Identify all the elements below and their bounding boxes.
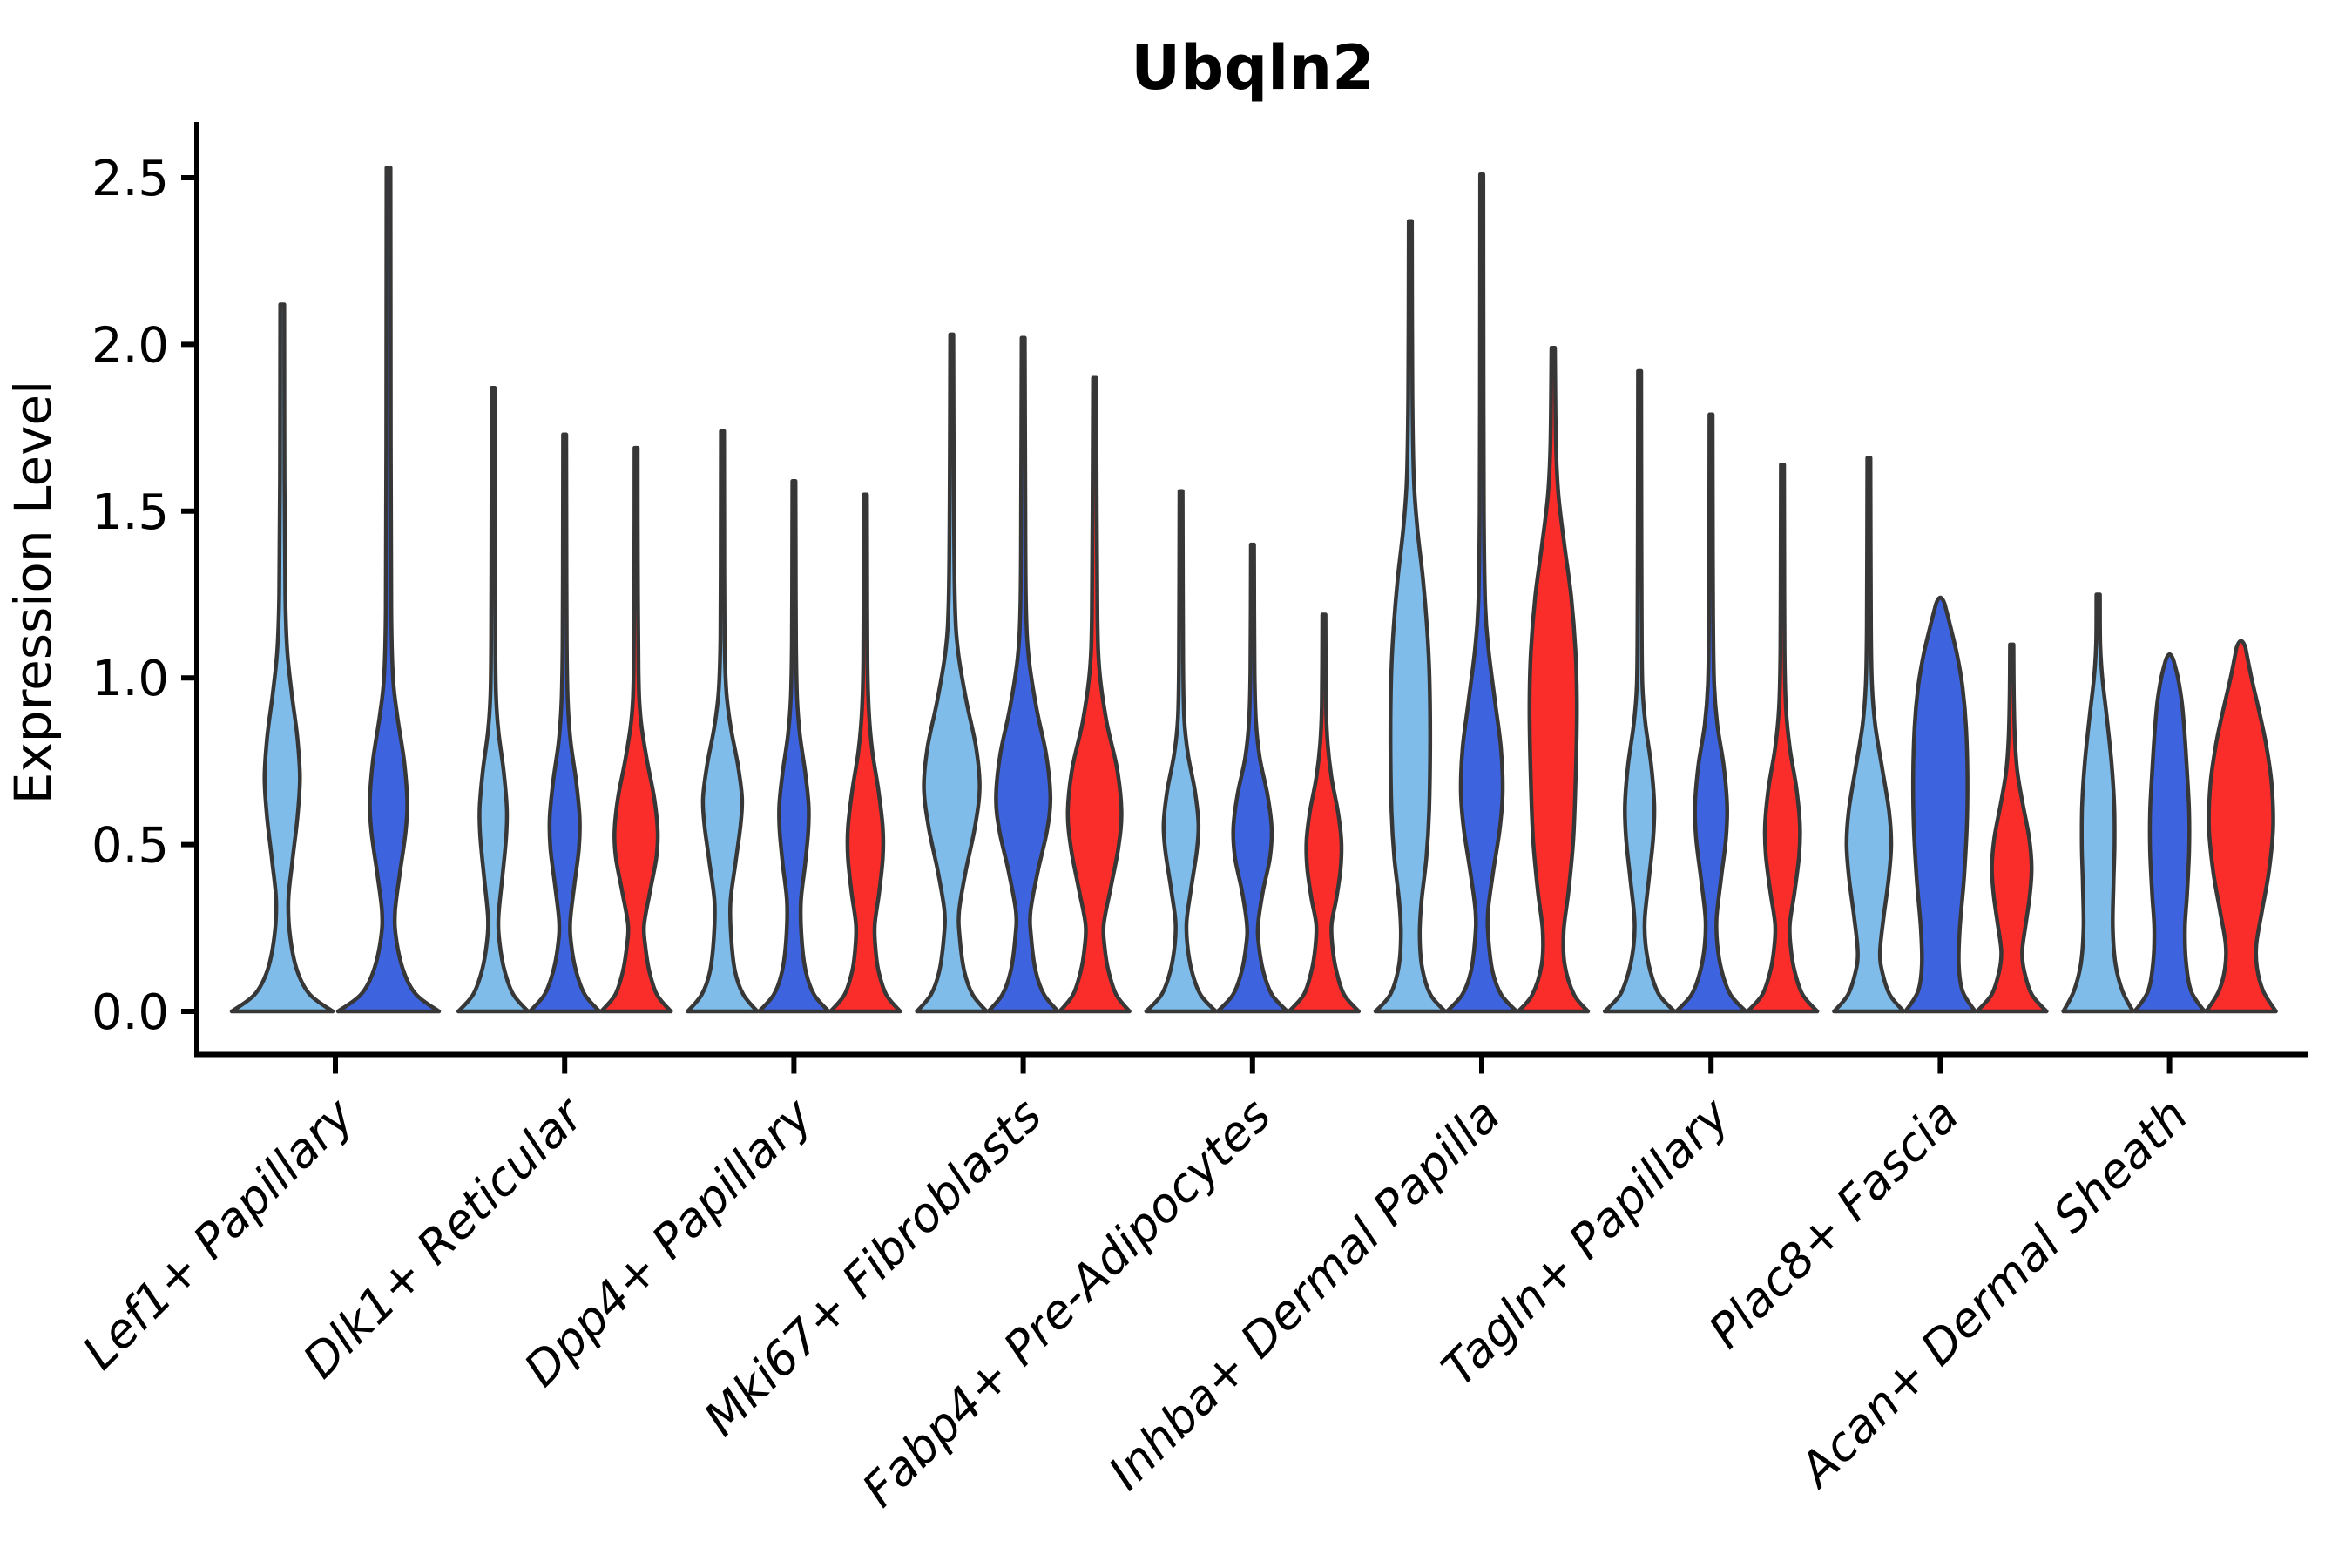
- violin-group5-split2: [1215, 542, 1290, 1014]
- violin-group6-split3: [1516, 345, 1591, 1014]
- violin-group2-split3: [598, 445, 673, 1014]
- x-tick-label-4: Fabp4+ Pre-Adipocytes: [852, 1088, 1281, 1517]
- y-axis-label: Expression Level: [3, 381, 63, 804]
- violin-group2-split1: [456, 385, 531, 1014]
- violin-group6-split1: [1373, 219, 1448, 1014]
- violin-group5-split3: [1287, 612, 1362, 1014]
- violin-group1-split1: [229, 302, 335, 1014]
- violin-group8-split1: [1832, 456, 1906, 1014]
- violin-group4-split2: [986, 335, 1060, 1014]
- x-tick-label-5: Inhba+ Dermal Papilla: [1098, 1088, 1511, 1501]
- y-tick-label: 0.5: [91, 818, 169, 875]
- violin-group7-split2: [1673, 412, 1748, 1014]
- violin-group8-split3: [1975, 642, 2049, 1014]
- y-tick-label: 2.5: [91, 151, 169, 207]
- violin-group9-split2: [2132, 652, 2207, 1014]
- violin-group7-split3: [1745, 462, 1820, 1014]
- violin-group5-split1: [1144, 489, 1219, 1014]
- violin-group9-split1: [2061, 592, 2135, 1014]
- y-tick-label: 1.5: [91, 484, 169, 541]
- violin-group6-split2: [1444, 172, 1519, 1014]
- violin-group4-split3: [1058, 375, 1132, 1014]
- violin-group1-split2: [335, 166, 442, 1014]
- violin-group3-split3: [828, 492, 902, 1014]
- y-tick-label: 1.0: [91, 651, 169, 707]
- chart-title: Ubqln2: [1131, 32, 1375, 104]
- y-tick-label: 0.0: [91, 984, 169, 1041]
- violin-group3-split1: [686, 429, 760, 1014]
- violin-group7-split1: [1602, 368, 1677, 1014]
- violin-group8-split2: [1903, 595, 1977, 1014]
- violin-group9-split3: [2204, 639, 2278, 1014]
- y-tick-label: 2.0: [91, 317, 169, 374]
- x-tick-label-8: Acan+ Dermal Sheath: [1788, 1088, 2199, 1499]
- violin-group2-split2: [527, 432, 602, 1014]
- violin-group4-split1: [915, 332, 989, 1014]
- violin-group3-split2: [757, 479, 831, 1014]
